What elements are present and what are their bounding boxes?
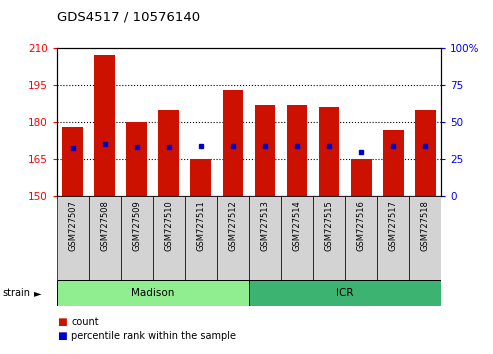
Bar: [351, 159, 372, 196]
Bar: [313, 196, 345, 280]
Bar: [153, 196, 185, 280]
Text: GSM727514: GSM727514: [292, 200, 302, 251]
Bar: [254, 105, 276, 196]
Text: GSM727509: GSM727509: [132, 200, 141, 251]
Bar: [318, 107, 340, 196]
Text: GSM727507: GSM727507: [68, 200, 77, 251]
Bar: [57, 196, 89, 280]
Bar: [158, 110, 179, 196]
Bar: [415, 110, 436, 196]
Text: count: count: [71, 317, 99, 327]
Bar: [409, 196, 441, 280]
Text: ►: ►: [34, 288, 41, 298]
Bar: [377, 196, 409, 280]
Bar: [126, 122, 147, 196]
Bar: [345, 196, 377, 280]
Bar: [94, 55, 115, 196]
Bar: [249, 196, 281, 280]
Bar: [190, 159, 211, 196]
Text: GSM727512: GSM727512: [228, 200, 238, 251]
Text: GSM727508: GSM727508: [100, 200, 109, 251]
Text: ICR: ICR: [336, 288, 354, 298]
Text: GSM727511: GSM727511: [196, 200, 206, 251]
Text: GSM727518: GSM727518: [421, 200, 430, 251]
Text: GSM727510: GSM727510: [164, 200, 174, 251]
Bar: [57, 280, 249, 306]
Text: ■: ■: [57, 317, 67, 327]
Bar: [121, 196, 153, 280]
Bar: [286, 105, 308, 196]
Bar: [185, 196, 217, 280]
Text: GSM727515: GSM727515: [324, 200, 334, 251]
Text: GDS4517 / 10576140: GDS4517 / 10576140: [57, 10, 200, 23]
Bar: [62, 127, 83, 196]
Bar: [281, 196, 313, 280]
Text: GSM727516: GSM727516: [356, 200, 366, 251]
Text: GSM727517: GSM727517: [388, 200, 398, 251]
Text: strain: strain: [2, 288, 31, 298]
Text: ■: ■: [57, 331, 67, 341]
Text: percentile rank within the sample: percentile rank within the sample: [71, 331, 237, 341]
Bar: [222, 90, 244, 196]
Text: Madison: Madison: [131, 288, 175, 298]
Bar: [217, 196, 249, 280]
Text: GSM727513: GSM727513: [260, 200, 270, 251]
Bar: [249, 280, 441, 306]
Bar: [89, 196, 121, 280]
Bar: [383, 130, 404, 196]
